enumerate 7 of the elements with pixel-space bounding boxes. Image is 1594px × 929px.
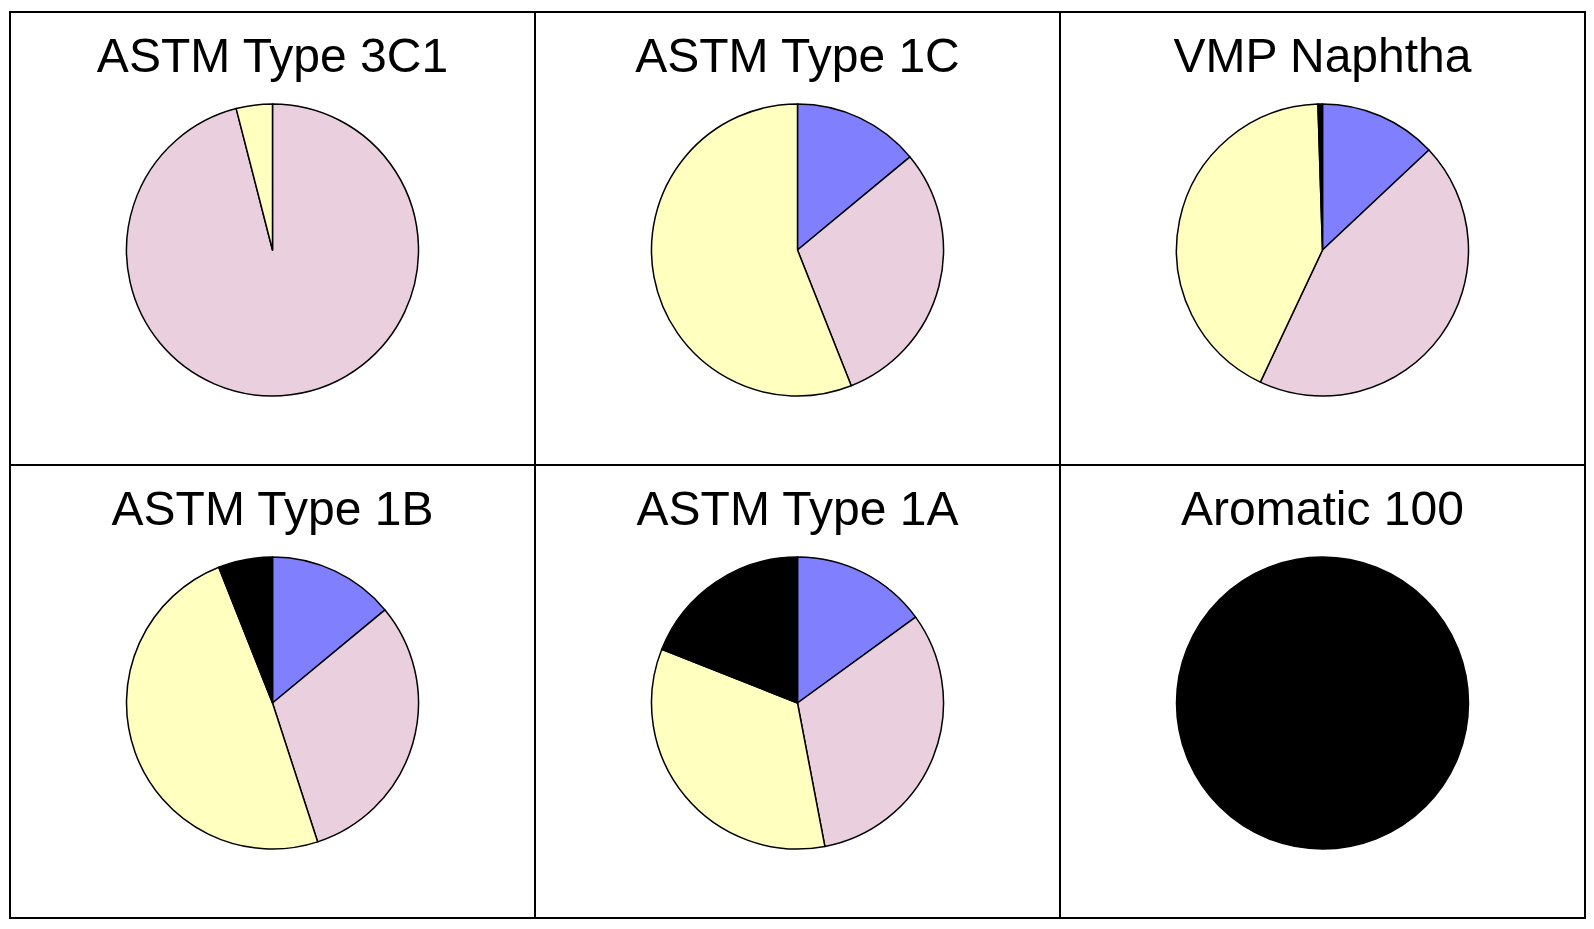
pie-slice [125,103,420,397]
chart-title: ASTM Type 1C [635,29,960,82]
chart-title: ASTM Type 3C1 [96,29,449,82]
chart-title: ASTM Type 1A [636,482,959,535]
chart-title: Aromatic 100 [1181,482,1464,535]
chart-title: VMP Naphtha [1173,29,1472,82]
chart-title: ASTM Type 1B [111,482,434,535]
